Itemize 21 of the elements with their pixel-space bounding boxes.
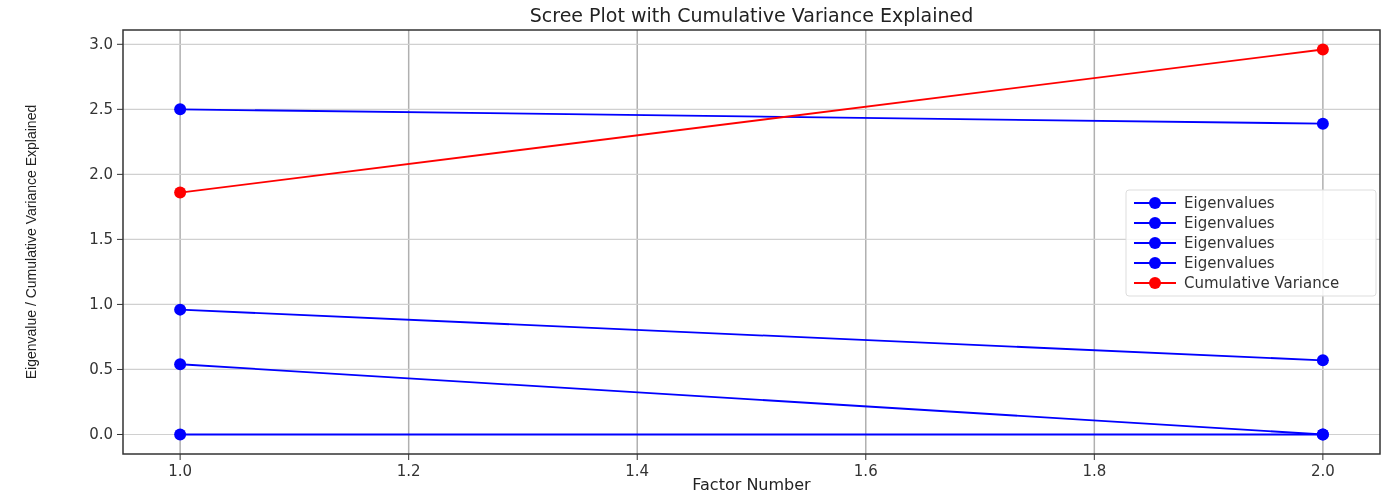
- x-tick-label: 1.2: [396, 462, 421, 480]
- y-tick-label: 1.5: [89, 230, 113, 249]
- x-axis-title: Factor Number: [692, 475, 812, 494]
- legend-label: Eigenvalues: [1184, 234, 1275, 252]
- chart-title: Scree Plot with Cumulative Variance Explained: [529, 4, 974, 26]
- y-axis-title: Eigenvalue / Cumulative Variance Explained: [23, 104, 39, 380]
- y-tick-label: 0.0: [89, 425, 113, 444]
- legend-label: Cumulative Variance: [1184, 274, 1340, 292]
- x-tick-label: 1.8: [1082, 462, 1107, 480]
- legend-label: Eigenvalues: [1184, 214, 1275, 232]
- y-tick-label: 2.0: [89, 165, 113, 184]
- x-tick-label: 1.6: [853, 462, 878, 480]
- y-tick-label: 2.5: [89, 100, 113, 119]
- x-tick-label: 1.0: [168, 462, 193, 480]
- y-tick-label: 3.0: [89, 35, 113, 54]
- legend-label: Eigenvalues: [1184, 194, 1275, 212]
- y-tick-label: 1.0: [89, 295, 113, 314]
- y-tick-label: 0.5: [89, 360, 113, 379]
- x-tick-label: 2.0: [1310, 462, 1335, 480]
- legend-label: Eigenvalues: [1184, 254, 1275, 272]
- x-tick-label: 1.4: [625, 462, 650, 480]
